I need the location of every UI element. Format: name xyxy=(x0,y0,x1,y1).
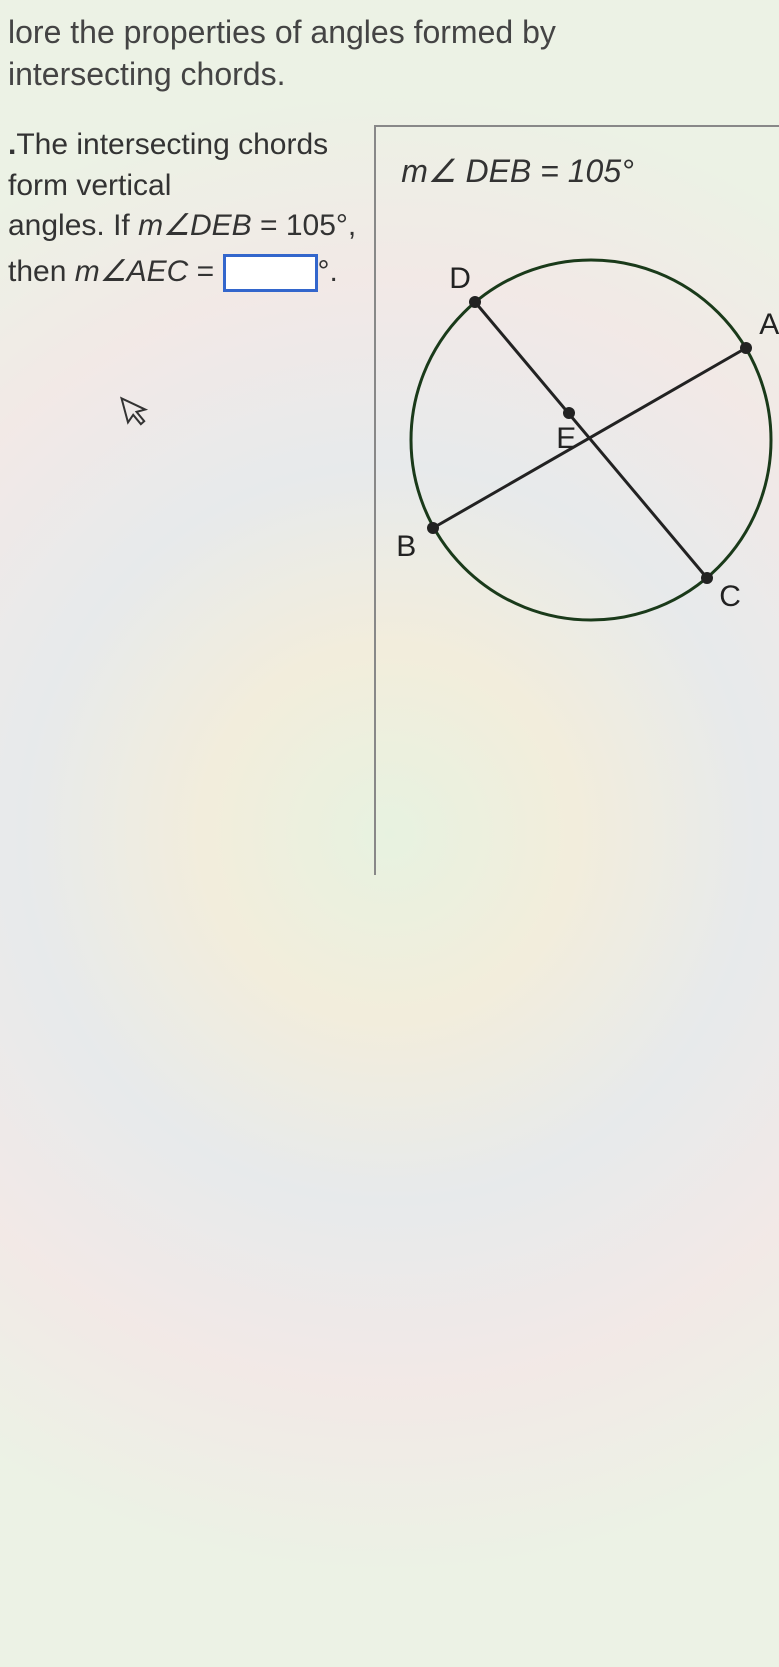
intro-text: lore the properties of angles formed by … xyxy=(8,12,771,95)
diagram-panel: m∠ DEB = 105° A D B xyxy=(374,125,779,875)
answer-input[interactable] xyxy=(223,254,318,292)
problem-sentence1: The intersecting chords form vertical xyxy=(8,128,328,202)
intro-line1: lore the properties of angles formed by xyxy=(8,14,556,50)
content-area: lore the properties of angles formed by … xyxy=(0,0,779,887)
point-c-marker xyxy=(701,572,713,584)
cursor-icon xyxy=(115,331,366,446)
equals1: = xyxy=(252,209,286,242)
equals2: = xyxy=(188,255,222,288)
then-text: then xyxy=(8,255,75,288)
given-angle-value: m∠ DEB = 105° xyxy=(401,153,634,189)
circle-diagram: A D B C E xyxy=(401,250,779,630)
point-d-marker xyxy=(469,296,481,308)
comma: , xyxy=(348,209,356,242)
answer-line: then m∠AEC = °. xyxy=(8,252,364,293)
chord-ab xyxy=(433,348,746,528)
period: . xyxy=(330,255,338,288)
point-b-marker xyxy=(427,522,439,534)
problem-text: . The intersecting chords form vertical a… xyxy=(8,125,374,415)
problem-sentence2-pre: angles. If xyxy=(8,209,138,242)
problem-row: . The intersecting chords form vertical a… xyxy=(8,125,771,875)
label-e: E xyxy=(556,422,576,456)
angle2-name: m∠AEC xyxy=(75,255,189,288)
angle1-value: 105° xyxy=(286,209,348,242)
label-b: B xyxy=(396,530,416,564)
point-a-marker xyxy=(740,342,752,354)
point-e-marker xyxy=(563,407,575,419)
label-d: D xyxy=(449,262,471,296)
given-angle-text: m∠ DEB = 105° xyxy=(401,152,779,190)
degree-symbol: ° xyxy=(318,255,330,288)
label-c: C xyxy=(719,580,741,614)
angle1-name: m∠DEB xyxy=(138,209,252,242)
chord-dc xyxy=(475,302,707,578)
circle-svg xyxy=(401,250,779,630)
label-a: A xyxy=(759,308,779,342)
intro-line2: intersecting chords. xyxy=(8,56,285,92)
